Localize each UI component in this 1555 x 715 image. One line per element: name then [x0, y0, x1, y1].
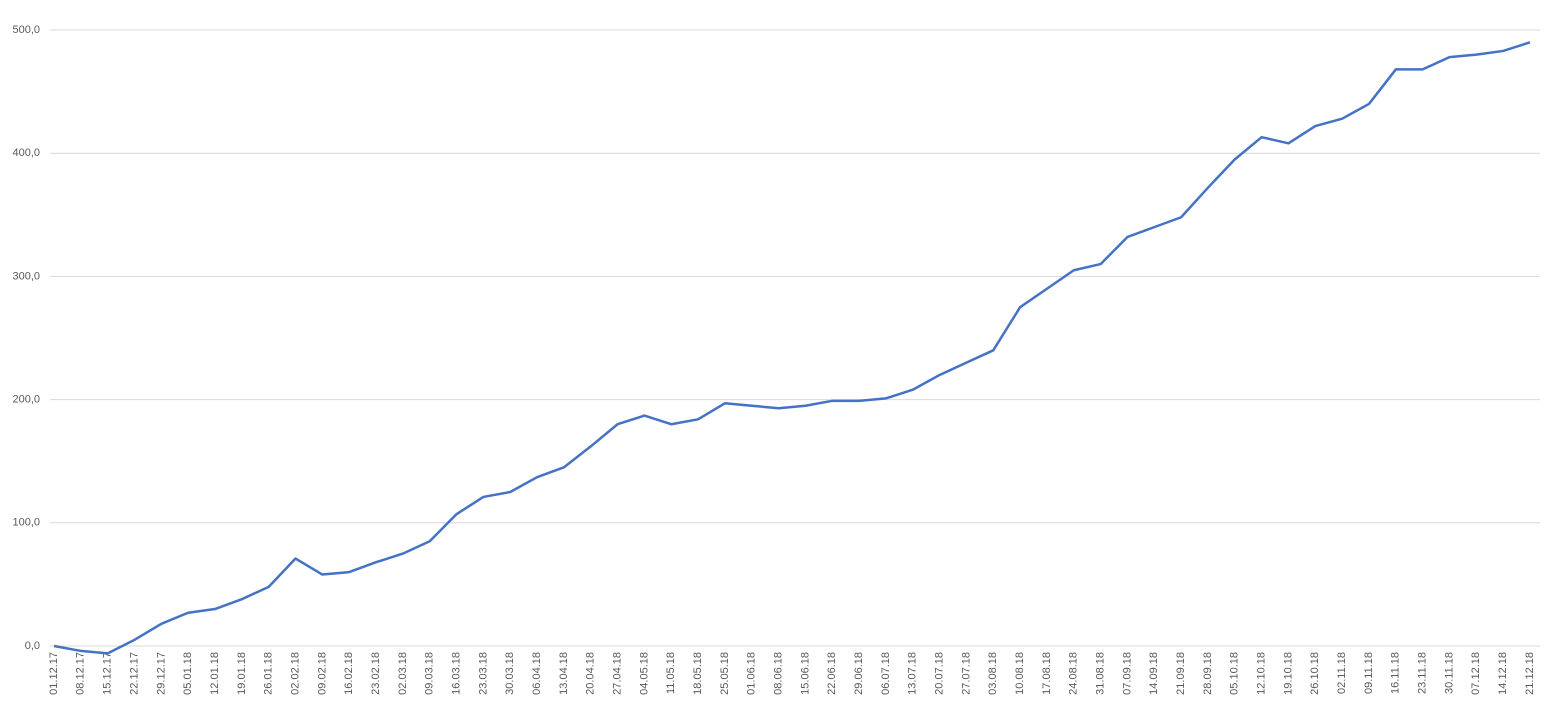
x-tick-label: 09.02.18 — [316, 652, 328, 695]
x-tick-label: 24.08.18 — [1068, 652, 1080, 695]
x-tick-label: 16.03.18 — [450, 652, 462, 695]
x-tick-label: 31.08.18 — [1095, 652, 1107, 695]
x-tick-label: 05.10.18 — [1229, 652, 1241, 695]
y-tick-label: 200,0 — [12, 394, 40, 406]
x-tick-label: 26.10.18 — [1309, 652, 1321, 695]
x-tick-label: 17.08.18 — [1041, 652, 1053, 695]
x-tick-label: 05.01.18 — [182, 652, 194, 695]
x-tick-label: 27.04.18 — [611, 652, 623, 695]
x-tick-label: 01.06.18 — [746, 652, 758, 695]
x-tick-label: 18.05.18 — [692, 652, 704, 695]
x-tick-label: 04.05.18 — [638, 652, 650, 695]
x-tick-label: 02.11.18 — [1336, 652, 1348, 694]
x-tick-label: 19.10.18 — [1282, 652, 1294, 695]
x-tick-label: 07.09.18 — [1121, 652, 1133, 695]
x-tick-label: 23.11.18 — [1417, 652, 1429, 694]
x-tick-label: 30.11.18 — [1443, 652, 1455, 694]
x-tick-label: 23.02.18 — [370, 652, 382, 695]
x-tick-label: 08.12.17 — [75, 652, 87, 695]
x-tick-label: 29.12.17 — [155, 652, 167, 695]
x-tick-label: 23.03.18 — [477, 652, 489, 695]
x-tick-label: 20.07.18 — [934, 652, 946, 695]
x-tick-label: 29.06.18 — [853, 652, 865, 695]
x-tick-label: 09.03.18 — [424, 652, 436, 695]
x-tick-label: 03.08.18 — [987, 652, 999, 695]
x-tick-label: 02.03.18 — [397, 652, 409, 695]
x-tick-label: 16.02.18 — [343, 652, 355, 695]
x-tick-label: 21.09.18 — [1175, 652, 1187, 695]
x-tick-label: 12.10.18 — [1256, 652, 1268, 695]
y-tick-label: 0,0 — [25, 640, 40, 652]
data-line — [53, 41, 1531, 655]
x-tick-label: 27.07.18 — [960, 652, 972, 695]
x-tick-label: 13.07.18 — [907, 652, 919, 695]
x-tick-label: 20.04.18 — [585, 652, 597, 695]
x-tick-label: 08.06.18 — [772, 652, 784, 695]
x-tick-label: 09.11.18 — [1363, 652, 1375, 694]
x-tick-label: 06.07.18 — [880, 652, 892, 695]
x-tick-label: 14.09.18 — [1148, 652, 1160, 695]
x-tick-label: 26.01.18 — [263, 652, 275, 695]
x-tick-label: 07.12.18 — [1470, 652, 1482, 695]
x-tick-label: 16.11.18 — [1390, 652, 1402, 694]
x-tick-label: 06.04.18 — [531, 652, 543, 695]
x-tick-label: 02.02.18 — [289, 652, 301, 695]
y-tick-label: 100,0 — [12, 517, 40, 529]
y-tick-label: 500,0 — [12, 24, 40, 36]
x-tick-label: 13.04.18 — [558, 652, 570, 695]
x-tick-label: 15.06.18 — [799, 652, 811, 695]
x-tick-label: 19.01.18 — [236, 652, 248, 695]
y-tick-label: 400,0 — [12, 147, 40, 159]
x-tick-label: 22.06.18 — [826, 652, 838, 695]
x-tick-label: 14.12.18 — [1497, 652, 1509, 695]
x-tick-label: 15.12.17 — [102, 652, 114, 695]
y-tick-label: 300,0 — [12, 270, 40, 282]
x-tick-label: 11.05.18 — [665, 652, 677, 694]
x-tick-label: 12.01.18 — [209, 652, 221, 695]
x-tick-label: 28.09.18 — [1202, 652, 1214, 695]
x-tick-label: 10.08.18 — [1014, 652, 1026, 695]
x-tick-label: 22.12.17 — [128, 652, 140, 695]
x-tick-label: 25.05.18 — [719, 652, 731, 695]
x-tick-label: 21.12.18 — [1524, 652, 1536, 695]
x-tick-label: 30.03.18 — [504, 652, 516, 695]
x-tick-label: 01.12.17 — [48, 652, 60, 695]
